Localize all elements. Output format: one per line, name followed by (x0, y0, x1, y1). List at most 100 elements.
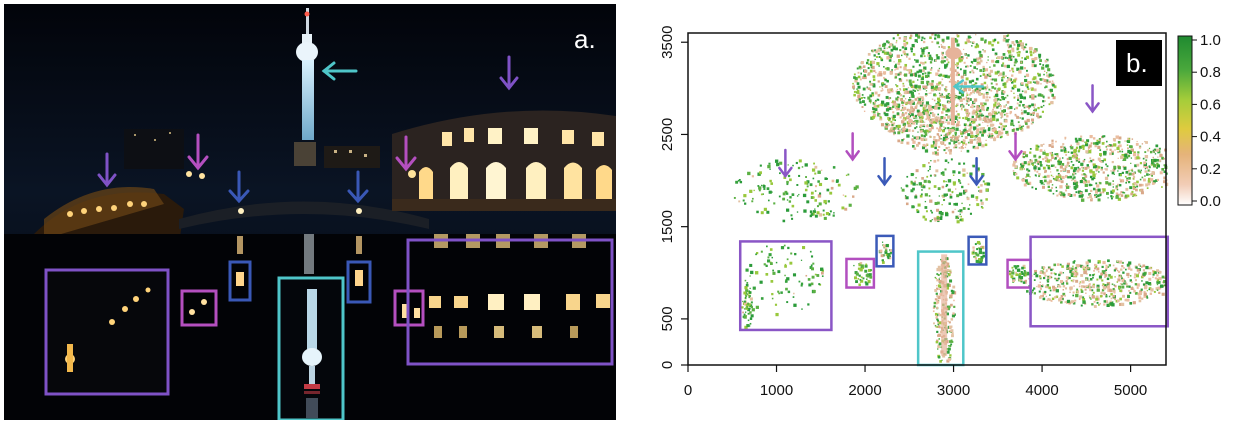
heat-cell (1080, 274, 1084, 277)
heat-cell (1107, 174, 1110, 177)
heat-cell (967, 114, 970, 117)
heat-cell (966, 92, 968, 94)
heat-cell (1136, 268, 1140, 272)
heat-cell (908, 57, 911, 60)
heat-cell (875, 71, 877, 74)
heat-cell (978, 62, 981, 65)
heat-cell (941, 54, 944, 56)
heat-cell (988, 41, 992, 45)
heat-cell (923, 104, 927, 108)
heat-cell (900, 98, 903, 102)
heat-cell (944, 96, 947, 99)
heat-cell (1163, 180, 1167, 184)
heat-cell (934, 141, 938, 145)
heat-cell (965, 98, 969, 101)
heat-cell (970, 106, 972, 109)
heat-cell (859, 66, 863, 70)
heat-cell (1039, 277, 1042, 280)
heat-cell (1077, 166, 1080, 169)
heat-cell (947, 108, 950, 112)
heat-cell (977, 107, 981, 111)
heat-cell (747, 294, 750, 297)
heat-cell (991, 43, 994, 47)
heat-cell (884, 78, 887, 82)
heat-cell (898, 37, 901, 40)
heat-cell (1041, 285, 1044, 288)
heat-cell (1109, 300, 1112, 303)
heat-cell (988, 74, 992, 78)
heat-cell (1120, 155, 1124, 159)
heat-cell (1021, 272, 1024, 275)
heat-cell (744, 286, 748, 290)
heat-cell (1022, 103, 1025, 107)
heat-cell (1149, 170, 1151, 172)
heat-cell (881, 87, 884, 90)
heat-cell (978, 247, 982, 251)
heat-cell (917, 74, 921, 78)
heat-cell (759, 164, 762, 167)
heat-cell (937, 97, 940, 101)
heat-cell (1072, 301, 1076, 305)
heat-cell (1066, 282, 1069, 285)
heat-cell (1007, 112, 1009, 115)
heat-cell (967, 99, 970, 102)
heat-cell (789, 178, 792, 182)
x-tick-label: 1000 (760, 382, 793, 399)
heat-cell (1014, 115, 1016, 117)
heat-cell (744, 325, 748, 330)
heat-cell (936, 273, 939, 275)
heat-cell (886, 102, 890, 106)
heat-cell (1089, 157, 1092, 160)
heat-cell (1037, 145, 1040, 148)
heat-cell (949, 118, 953, 121)
heat-cell (1119, 193, 1122, 195)
heat-cell (878, 44, 881, 47)
heat-cell (963, 128, 967, 132)
heat-cell (817, 194, 822, 198)
heat-cell (853, 73, 856, 76)
heat-cell (976, 113, 979, 115)
heat-cell (1011, 129, 1015, 132)
heat-cell (964, 108, 967, 112)
heat-cell (766, 187, 770, 191)
heat-cell (1085, 141, 1088, 144)
heat-cell (916, 210, 920, 214)
heat-cell (954, 208, 956, 211)
heat-cell (974, 257, 978, 260)
heat-cell (1016, 268, 1021, 272)
heat-cell (895, 90, 898, 93)
heat-cell (950, 303, 953, 307)
heat-cell (862, 65, 866, 68)
heat-cell (996, 102, 1000, 106)
heat-cell (1141, 176, 1144, 179)
heat-cell (966, 65, 968, 67)
heat-cell (1096, 278, 1099, 281)
heat-cell (1130, 162, 1132, 164)
heat-cell (1053, 74, 1055, 77)
heat-cell (782, 192, 786, 196)
heat-cell (1119, 178, 1121, 180)
heat-cell (1109, 275, 1113, 279)
heat-cell (981, 104, 985, 108)
heat-cell (1027, 161, 1031, 164)
heat-cell (1002, 73, 1005, 76)
heat-cell (1005, 130, 1009, 135)
heat-cell (1017, 43, 1021, 47)
heat-cell (759, 280, 763, 284)
heat-cell (880, 86, 883, 88)
heat-cell (899, 93, 903, 97)
heat-cell (1073, 193, 1077, 197)
heat-cell (1009, 58, 1013, 61)
heat-cell (1039, 149, 1043, 152)
heat-cell (901, 131, 904, 134)
heat-cell (997, 41, 1000, 44)
heat-cell (891, 105, 895, 109)
heat-cell (891, 129, 895, 133)
heat-cell (979, 189, 983, 193)
heat-cell (977, 142, 982, 147)
heat-cell (1011, 47, 1015, 51)
heat-cell (857, 95, 861, 99)
heat-cell (1156, 158, 1159, 162)
heat-cell (1029, 151, 1032, 154)
heat-cell (958, 179, 961, 183)
